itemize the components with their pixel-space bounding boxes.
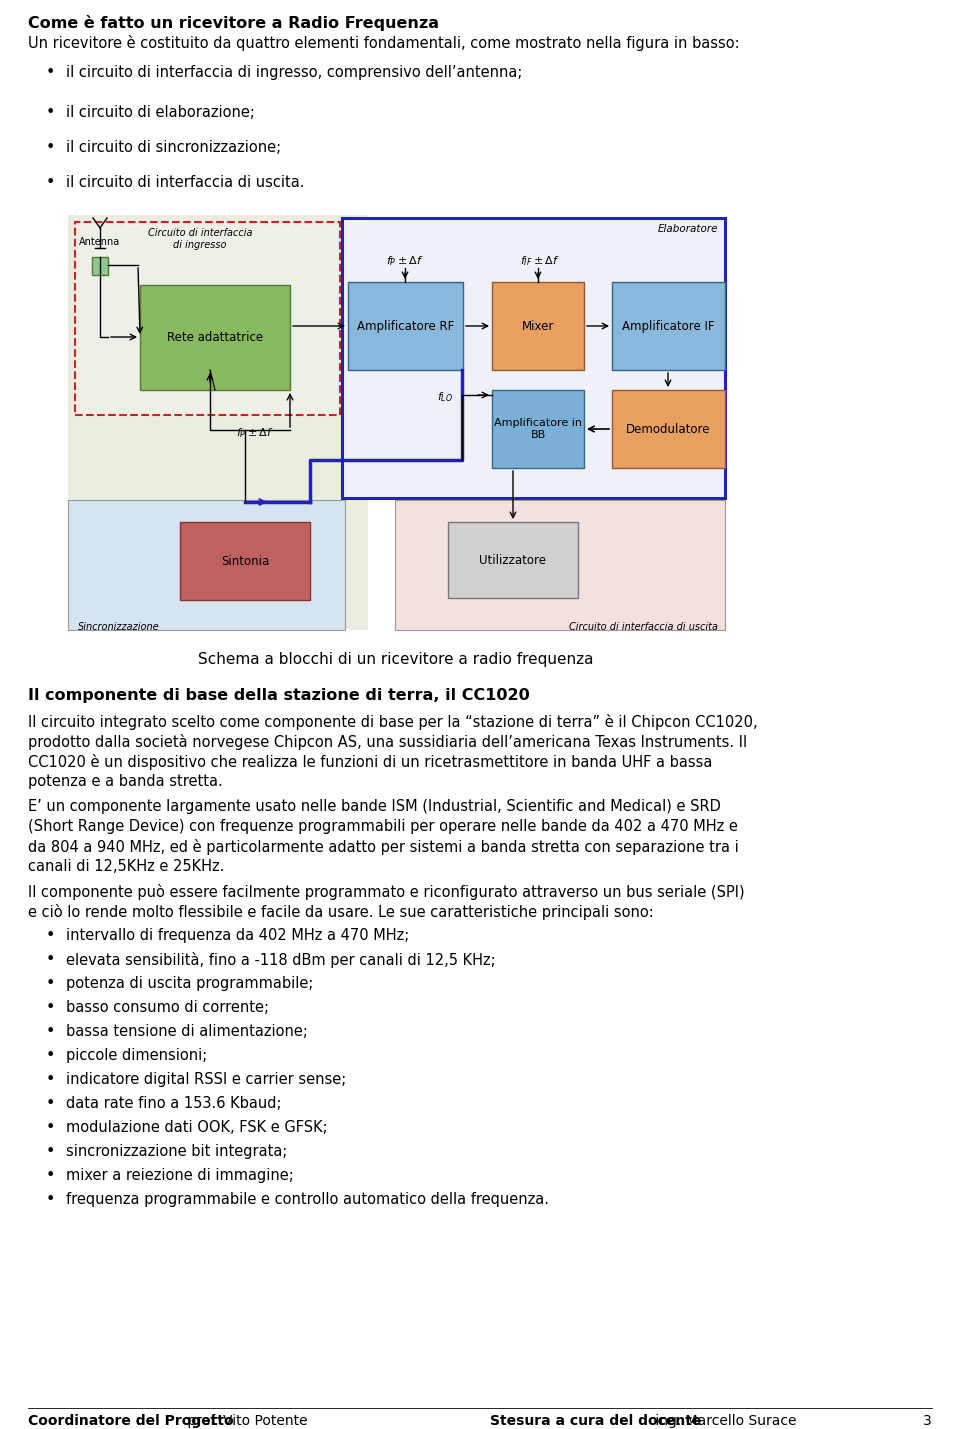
Text: Antenna: Antenna xyxy=(80,237,121,247)
Text: canali di 12,5KHz e 25KHz.: canali di 12,5KHz e 25KHz. xyxy=(28,859,225,875)
Text: •: • xyxy=(46,1096,56,1110)
Text: •: • xyxy=(46,1192,56,1208)
Bar xyxy=(180,522,310,600)
Text: potenza e a banda stretta.: potenza e a banda stretta. xyxy=(28,775,223,789)
Bar xyxy=(68,500,345,630)
Bar xyxy=(342,219,725,497)
Text: •: • xyxy=(46,976,56,990)
Bar xyxy=(612,282,725,370)
Text: (Short Range Device) con frequenze programmabili per operare nelle bande da 402 : (Short Range Device) con frequenze progr… xyxy=(28,819,738,835)
Text: $f_{IF} \pm\Delta f$: $f_{IF} \pm\Delta f$ xyxy=(520,254,560,269)
Text: data rate fino a 153.6 Kbaud;: data rate fino a 153.6 Kbaud; xyxy=(66,1096,281,1110)
Text: frequenza programmabile e controllo automatico della frequenza.: frequenza programmabile e controllo auto… xyxy=(66,1192,549,1208)
Text: •: • xyxy=(46,1145,56,1159)
Text: •: • xyxy=(46,64,56,80)
Text: Sincronizzazione: Sincronizzazione xyxy=(78,622,159,632)
Text: Demodulatore: Demodulatore xyxy=(626,423,710,436)
Text: Elaboratore: Elaboratore xyxy=(658,224,718,234)
Bar xyxy=(395,500,725,630)
Text: il circuito di interfaccia di uscita.: il circuito di interfaccia di uscita. xyxy=(66,174,304,190)
Text: mixer a reiezione di immagine;: mixer a reiezione di immagine; xyxy=(66,1167,294,1183)
Text: •: • xyxy=(46,1120,56,1135)
Text: Stesura a cura del docente: Stesura a cura del docente xyxy=(490,1415,702,1428)
Text: Amplificatore IF: Amplificatore IF xyxy=(622,320,715,333)
Text: il circuito di sincronizzazione;: il circuito di sincronizzazione; xyxy=(66,140,281,154)
Text: Un ricevitore è costituito da quattro elementi fondamentali, come mostrato nella: Un ricevitore è costituito da quattro el… xyxy=(28,34,739,51)
Text: il circuito di elaborazione;: il circuito di elaborazione; xyxy=(66,104,254,120)
Text: •: • xyxy=(46,1025,56,1039)
Bar xyxy=(140,284,290,390)
Text: Rete adattatrice: Rete adattatrice xyxy=(167,332,263,344)
Text: il circuito di interfaccia di ingresso, comprensivo dell’antenna;: il circuito di interfaccia di ingresso, … xyxy=(66,64,522,80)
Text: modulazione dati OOK, FSK e GFSK;: modulazione dati OOK, FSK e GFSK; xyxy=(66,1120,327,1135)
Text: $f_P \pm\Delta f$: $f_P \pm\Delta f$ xyxy=(236,426,274,440)
Text: 3: 3 xyxy=(924,1415,932,1428)
Text: •: • xyxy=(46,104,56,120)
Text: •: • xyxy=(46,174,56,190)
Text: •: • xyxy=(46,1072,56,1087)
Text: Amplificatore in
BB: Amplificatore in BB xyxy=(494,419,582,440)
Text: Circuito di interfaccia di uscita: Circuito di interfaccia di uscita xyxy=(569,622,718,632)
Text: Sintonia: Sintonia xyxy=(221,554,269,567)
Text: Utilizzatore: Utilizzatore xyxy=(479,553,546,566)
Text: piccole dimensioni;: piccole dimensioni; xyxy=(66,1047,207,1063)
Text: Il componente può essere facilmente programmato e riconfigurato attraverso un bu: Il componente può essere facilmente prog… xyxy=(28,885,745,900)
Text: basso consumo di corrente;: basso consumo di corrente; xyxy=(66,1000,269,1015)
Text: CC1020 è un dispositivo che realizza le funzioni di un ricetrasmettitore in band: CC1020 è un dispositivo che realizza le … xyxy=(28,755,712,770)
Text: Amplificatore RF: Amplificatore RF xyxy=(357,320,454,333)
Text: Circuito di interfaccia
di ingresso: Circuito di interfaccia di ingresso xyxy=(148,229,252,250)
Text: Come è fatto un ricevitore a Radio Frequenza: Come è fatto un ricevitore a Radio Frequ… xyxy=(28,14,439,31)
Text: •: • xyxy=(46,140,56,154)
Text: $f_P \pm\Delta f$: $f_P \pm\Delta f$ xyxy=(386,254,423,269)
Text: e ciò lo rende molto flessibile e facile da usare. Le sue caratteristiche princi: e ciò lo rende molto flessibile e facile… xyxy=(28,905,654,920)
Text: •: • xyxy=(46,1047,56,1063)
Text: •: • xyxy=(46,1167,56,1183)
Text: potenza di uscita programmabile;: potenza di uscita programmabile; xyxy=(66,976,313,990)
Bar xyxy=(492,282,584,370)
Text: Il componente di base della stazione di terra, il CC1020: Il componente di base della stazione di … xyxy=(28,687,530,703)
Text: Coordinatore del Progetto: Coordinatore del Progetto xyxy=(28,1415,233,1428)
Text: $f_{LO}$: $f_{LO}$ xyxy=(437,390,453,404)
Bar xyxy=(92,257,108,274)
Text: prodotto dalla società norvegese Chipcon AS, una sussidiaria dell’americana Texa: prodotto dalla società norvegese Chipcon… xyxy=(28,735,747,750)
Text: Schema a blocchi di un ricevitore a radio frequenza: Schema a blocchi di un ricevitore a radi… xyxy=(199,652,593,667)
Text: bassa tensione di alimentazione;: bassa tensione di alimentazione; xyxy=(66,1025,308,1039)
Text: Il circuito integrato scelto come componente di base per la “stazione di terra” : Il circuito integrato scelto come compon… xyxy=(28,714,757,730)
Text: indicatore digital RSSI e carrier sense;: indicatore digital RSSI e carrier sense; xyxy=(66,1072,347,1087)
Text: •: • xyxy=(46,927,56,943)
Text: intervallo di frequenza da 402 MHz a 470 MHz;: intervallo di frequenza da 402 MHz a 470… xyxy=(66,927,409,943)
Text: da 804 a 940 MHz, ed è particolarmente adatto per sistemi a banda stretta con se: da 804 a 940 MHz, ed è particolarmente a… xyxy=(28,839,739,855)
Text: ing. Marcello Surace: ing. Marcello Surace xyxy=(651,1415,797,1428)
Text: •: • xyxy=(46,1000,56,1015)
Bar xyxy=(612,390,725,469)
Bar xyxy=(492,390,584,469)
Text: •: • xyxy=(46,952,56,967)
Bar xyxy=(348,282,463,370)
Bar xyxy=(68,214,368,630)
Bar xyxy=(448,522,578,597)
Text: elevata sensibilità, fino a -118 dBm per canali di 12,5 KHz;: elevata sensibilità, fino a -118 dBm per… xyxy=(66,952,495,967)
Text: sincronizzazione bit integrata;: sincronizzazione bit integrata; xyxy=(66,1145,287,1159)
Text: E’ un componente largamente usato nelle bande ISM (Industrial, Scientific and Me: E’ un componente largamente usato nelle … xyxy=(28,799,721,815)
Bar xyxy=(75,221,340,414)
Text: Mixer: Mixer xyxy=(522,320,554,333)
Text: prof. Vito Potente: prof. Vito Potente xyxy=(183,1415,307,1428)
